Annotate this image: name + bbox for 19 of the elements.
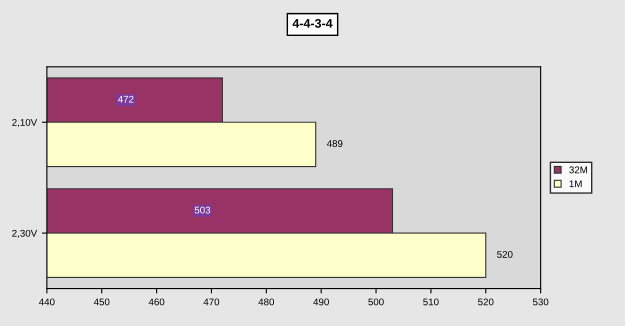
x-tick-label: 500 <box>368 298 384 306</box>
x-tick-label: 450 <box>94 298 110 306</box>
data-label: 489 <box>326 140 342 148</box>
x-tick-label: 520 <box>478 298 494 306</box>
data-label: 520 <box>497 250 513 258</box>
x-tick-label: 480 <box>258 298 274 306</box>
chart-title: 4-4-3-4 <box>292 18 333 28</box>
data-label: 472 <box>118 96 134 103</box>
legend-label: 1M <box>570 180 582 188</box>
x-tick-label: 470 <box>204 298 220 306</box>
x-tick-label: 530 <box>532 298 548 306</box>
x-tick-label: 490 <box>313 298 329 306</box>
data-label: 503 <box>194 206 210 214</box>
y-tick-label: 2,10V <box>12 118 38 128</box>
legend-label: 32M <box>569 166 588 174</box>
y-tick-label: 2,30V <box>12 230 38 238</box>
x-tick-label: 460 <box>148 298 164 306</box>
x-tick-label: 510 <box>423 298 439 306</box>
x-tick-label: 440 <box>38 298 55 306</box>
